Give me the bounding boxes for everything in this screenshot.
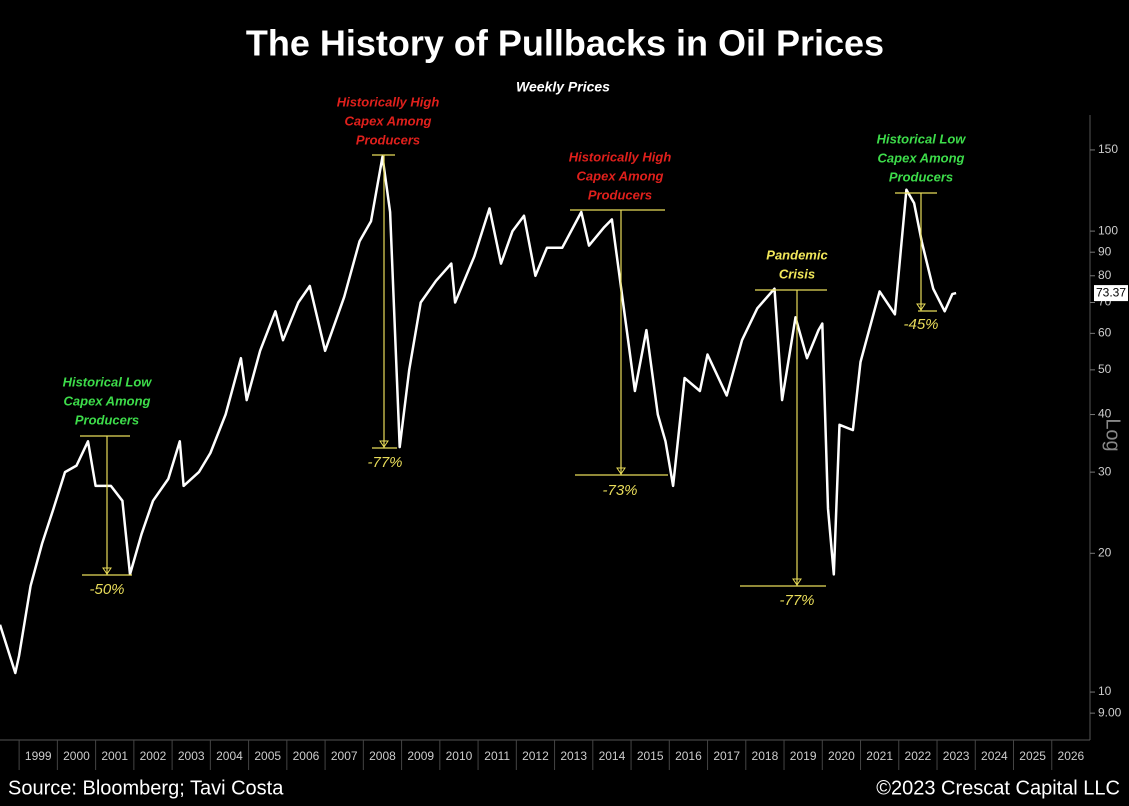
x-tick-label: 2017 — [713, 749, 740, 763]
x-tick-label: 2014 — [599, 749, 626, 763]
annotation-text: Historical Low — [877, 131, 967, 146]
x-tick-label: 2012 — [522, 749, 549, 763]
x-tick-label: 2009 — [407, 749, 434, 763]
x-tick-label: 2025 — [1019, 749, 1046, 763]
last-value-label: 73.37 — [1096, 285, 1126, 299]
last-value-tag — [1094, 285, 1128, 302]
annotation-text: Crisis — [779, 266, 815, 281]
copyright: ©2023 Crescat Capital LLC — [876, 777, 1120, 799]
x-tick-label: 2005 — [254, 749, 281, 763]
x-tick-label: 2026 — [1058, 749, 1085, 763]
y-tick-label: 50 — [1098, 362, 1112, 376]
y-tick-label: 9.00 — [1098, 705, 1122, 719]
y-tick-label: 40 — [1098, 407, 1112, 421]
x-tick-label: 2006 — [293, 749, 320, 763]
x-tick-label: 2004 — [216, 749, 243, 763]
scale-label: Log — [1102, 418, 1124, 451]
x-tick-label: 2023 — [943, 749, 970, 763]
drawdown-label: -73% — [602, 482, 637, 499]
x-tick-label: 2002 — [140, 749, 167, 763]
source: Source: Bloomberg; Tavi Costa — [8, 777, 284, 799]
x-tick-label: 2024 — [981, 749, 1008, 763]
annotation-text: Producers — [356, 132, 420, 147]
annotation-arrow — [916, 303, 926, 311]
annotation-text: Pandemic — [766, 247, 828, 262]
y-tick-label: 10 — [1098, 684, 1112, 698]
x-tick-label: 2021 — [866, 749, 893, 763]
annotation-text: Producers — [588, 187, 652, 202]
annotation-text: Capex Among — [345, 113, 432, 128]
x-tick-label: 2015 — [637, 749, 664, 763]
y-tick-label: 80 — [1098, 268, 1112, 282]
y-tick-label: 150 — [1098, 142, 1118, 156]
x-tick-label: 2018 — [752, 749, 779, 763]
annotation-arrow — [616, 467, 626, 475]
y-tick-label: 90 — [1098, 244, 1112, 258]
drawdown-label: -77% — [367, 454, 402, 471]
x-tick-label: 2013 — [560, 749, 587, 763]
annotation-text: Historically High — [337, 94, 440, 109]
chart-title: The History of Pullbacks in Oil Prices — [246, 23, 884, 64]
x-tick-label: 2022 — [905, 749, 932, 763]
chart-subtitle: Weekly Prices — [516, 79, 610, 95]
annotation-arrow — [379, 440, 389, 448]
annotation-text: Producers — [75, 412, 139, 427]
x-tick-label: 2010 — [446, 749, 473, 763]
x-tick-label: 2003 — [178, 749, 205, 763]
x-tick-label: 2016 — [675, 749, 702, 763]
x-tick-label: 2000 — [63, 749, 90, 763]
x-tick-label: 2008 — [369, 749, 396, 763]
annotation-text: Capex Among — [64, 393, 151, 408]
drawdown-label: -45% — [903, 316, 938, 333]
y-tick-label: 30 — [1098, 464, 1112, 478]
annotation-text: Historically High — [569, 149, 672, 164]
x-tick-label: 2020 — [828, 749, 855, 763]
price-line — [0, 155, 957, 675]
drawdown-label: -50% — [89, 581, 124, 598]
drawdown-label: -77% — [779, 592, 814, 609]
annotation-text: Historical Low — [63, 374, 153, 389]
x-tick-label: 2019 — [790, 749, 817, 763]
x-tick-label: 2001 — [101, 749, 128, 763]
annotation-text: Capex Among — [878, 150, 965, 165]
x-tick-label: 1999 — [25, 749, 52, 763]
annotation-text: Capex Among — [577, 168, 664, 183]
annotation-arrow — [102, 567, 112, 575]
x-tick-label: 2011 — [484, 749, 510, 763]
annotation-arrow — [792, 578, 802, 586]
y-tick-label: 20 — [1098, 545, 1112, 559]
y-tick-label: 100 — [1098, 223, 1118, 237]
annotation-text: Producers — [889, 169, 953, 184]
x-tick-label: 2007 — [331, 749, 358, 763]
y-tick-label: 60 — [1098, 326, 1112, 340]
